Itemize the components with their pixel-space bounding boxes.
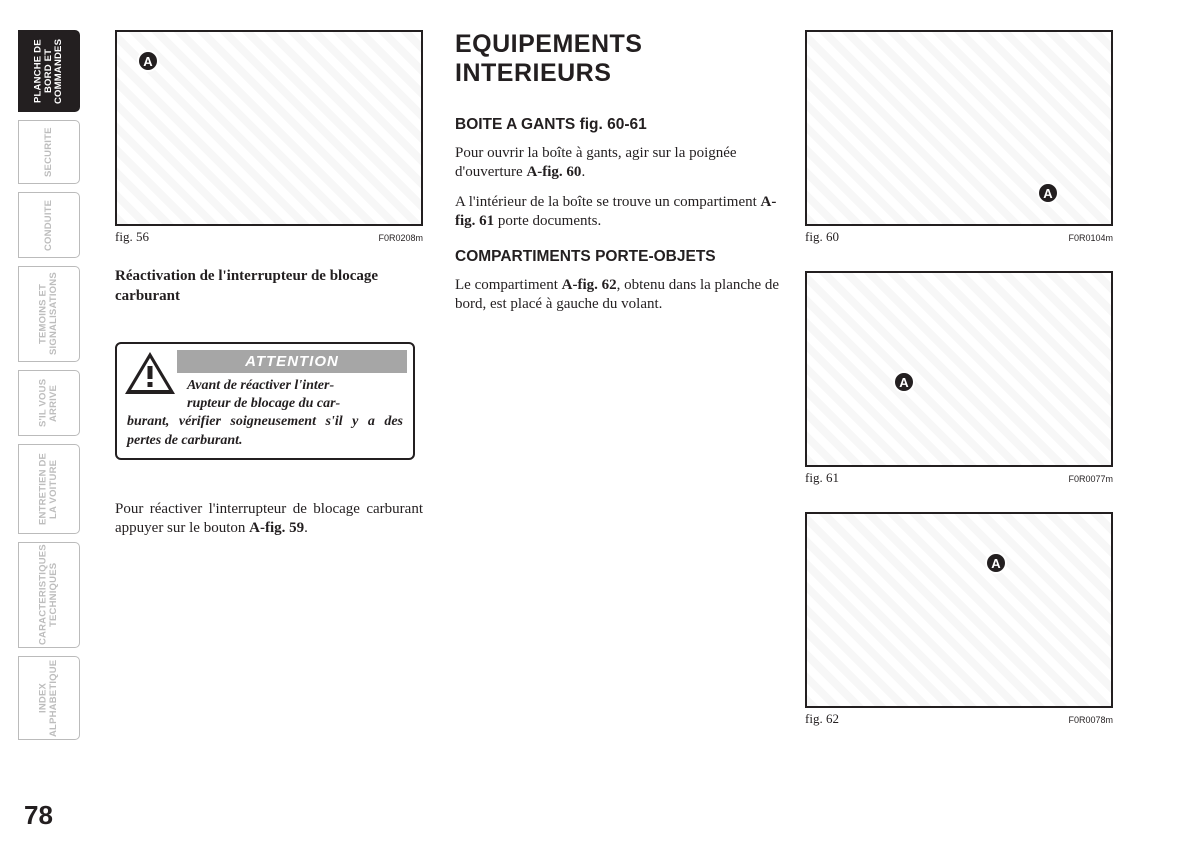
glovebox-p2: A l'intérieur de la boîte se trouve un c… — [455, 193, 785, 232]
p1a: Pour ouvrir la boîte à gants, agir sur l… — [455, 145, 737, 181]
figure-56: A — [115, 30, 423, 226]
figure-62-code: F0R0078m — [1068, 715, 1113, 725]
figure-60-label: fig. 60 — [805, 229, 839, 245]
h2b: COMPARTIMENTS PORTE-OBJETS — [455, 248, 716, 265]
p3a: Le compartiment — [455, 277, 562, 293]
storage-heading: COMPARTIMENTS PORTE-OBJETS — [455, 248, 785, 266]
p2c: porte documents. — [494, 213, 601, 229]
attention-box: ATTENTION Avant de réactiver l'inter- ru… — [115, 342, 415, 460]
section-tab-0[interactable]: PLANCHE DE BORD ET COMMANDES — [18, 30, 80, 112]
figure-60-pointer-a: A — [1037, 182, 1059, 204]
section-tab-2[interactable]: CONDUITE — [18, 192, 80, 258]
column-right: A fig. 60 F0R0104m A fig. 61 F0R0077m A … — [805, 30, 1113, 727]
figure-62-pointer-a: A — [985, 552, 1007, 574]
column-center: EQUIPEMENTS INTERIEURS BOITE A GANTS fig… — [455, 30, 785, 325]
figure-60-caption: fig. 60 F0R0104m — [805, 229, 1113, 245]
section-tabs: PLANCHE DE BORD ET COMMANDES SECURITE COND… — [18, 30, 80, 790]
figure-61: A — [805, 271, 1113, 467]
manual-page: PLANCHE DE BORD ET COMMANDES SECURITE COND… — [0, 0, 1200, 845]
p1b: A-fig. 60 — [526, 164, 581, 180]
figure-61-code: F0R0077m — [1068, 474, 1113, 484]
p3b: A-fig. 62 — [562, 277, 617, 293]
section-tab-3[interactable]: TEMOINS ET SIGNALISATIONS — [18, 266, 80, 362]
figure-61-pointer-a: A — [893, 371, 915, 393]
reactivation-paragraph: Pour réactiver l'interrupteur de blocage… — [115, 500, 423, 539]
section-title: EQUIPEMENTS INTERIEURS — [455, 30, 785, 88]
figure-62-caption: fig. 62 F0R0078m — [805, 711, 1113, 727]
figure-56-label: fig. 56 — [115, 229, 149, 245]
warning-triangle-icon — [123, 350, 177, 396]
attention-line2: rupteur de blocage du car- — [187, 395, 403, 413]
section-tab-1[interactable]: SECURITE — [18, 120, 80, 184]
figure-56-pointer-a: A — [137, 50, 159, 72]
para-end: . — [304, 520, 308, 536]
section-tab-7[interactable]: INDEX ALPHABETIQUE — [18, 656, 80, 740]
p1c: . — [581, 164, 585, 180]
section-tab-6[interactable]: CARACTERISTIQUES TECHNIQUES — [18, 542, 80, 648]
page-number: 78 — [24, 800, 53, 831]
para-bold: A-fig. 59 — [249, 520, 304, 536]
figure-61-caption: fig. 61 F0R0077m — [805, 470, 1113, 486]
figure-56-code: F0R0208m — [378, 233, 423, 243]
figure-60: A — [805, 30, 1113, 226]
figure-62: A — [805, 512, 1113, 708]
section-tab-4[interactable]: S'IL VOUS ARRIVE — [18, 370, 80, 436]
attention-title: ATTENTION — [177, 350, 407, 373]
attention-line-rest: burant, vérifier soigneusement s'il y a … — [127, 414, 403, 447]
attention-line1: Avant de réactiver l'inter- — [187, 377, 403, 395]
glovebox-p1: Pour ouvrir la boîte à gants, agir sur l… — [455, 144, 785, 183]
column-left: A fig. 56 F0R0208m Réactivation de l'int… — [115, 30, 423, 549]
reactivation-heading: Réactivation de l'interrupteur de blocag… — [115, 267, 423, 306]
glovebox-heading: BOITE A GANTS fig. 60-61 — [455, 116, 785, 134]
figure-56-caption: fig. 56 F0R0208m — [115, 229, 423, 245]
figure-62-label: fig. 62 — [805, 711, 839, 727]
p2a: A l'intérieur de la boîte se trouve un c… — [455, 194, 761, 210]
figure-60-code: F0R0104m — [1068, 233, 1113, 243]
storage-p3: Le compartiment A-fig. 62, obtenu dans l… — [455, 276, 785, 315]
section-tab-5[interactable]: ENTRETIEN DE LA VOITURE — [18, 444, 80, 534]
figure-61-label: fig. 61 — [805, 470, 839, 486]
